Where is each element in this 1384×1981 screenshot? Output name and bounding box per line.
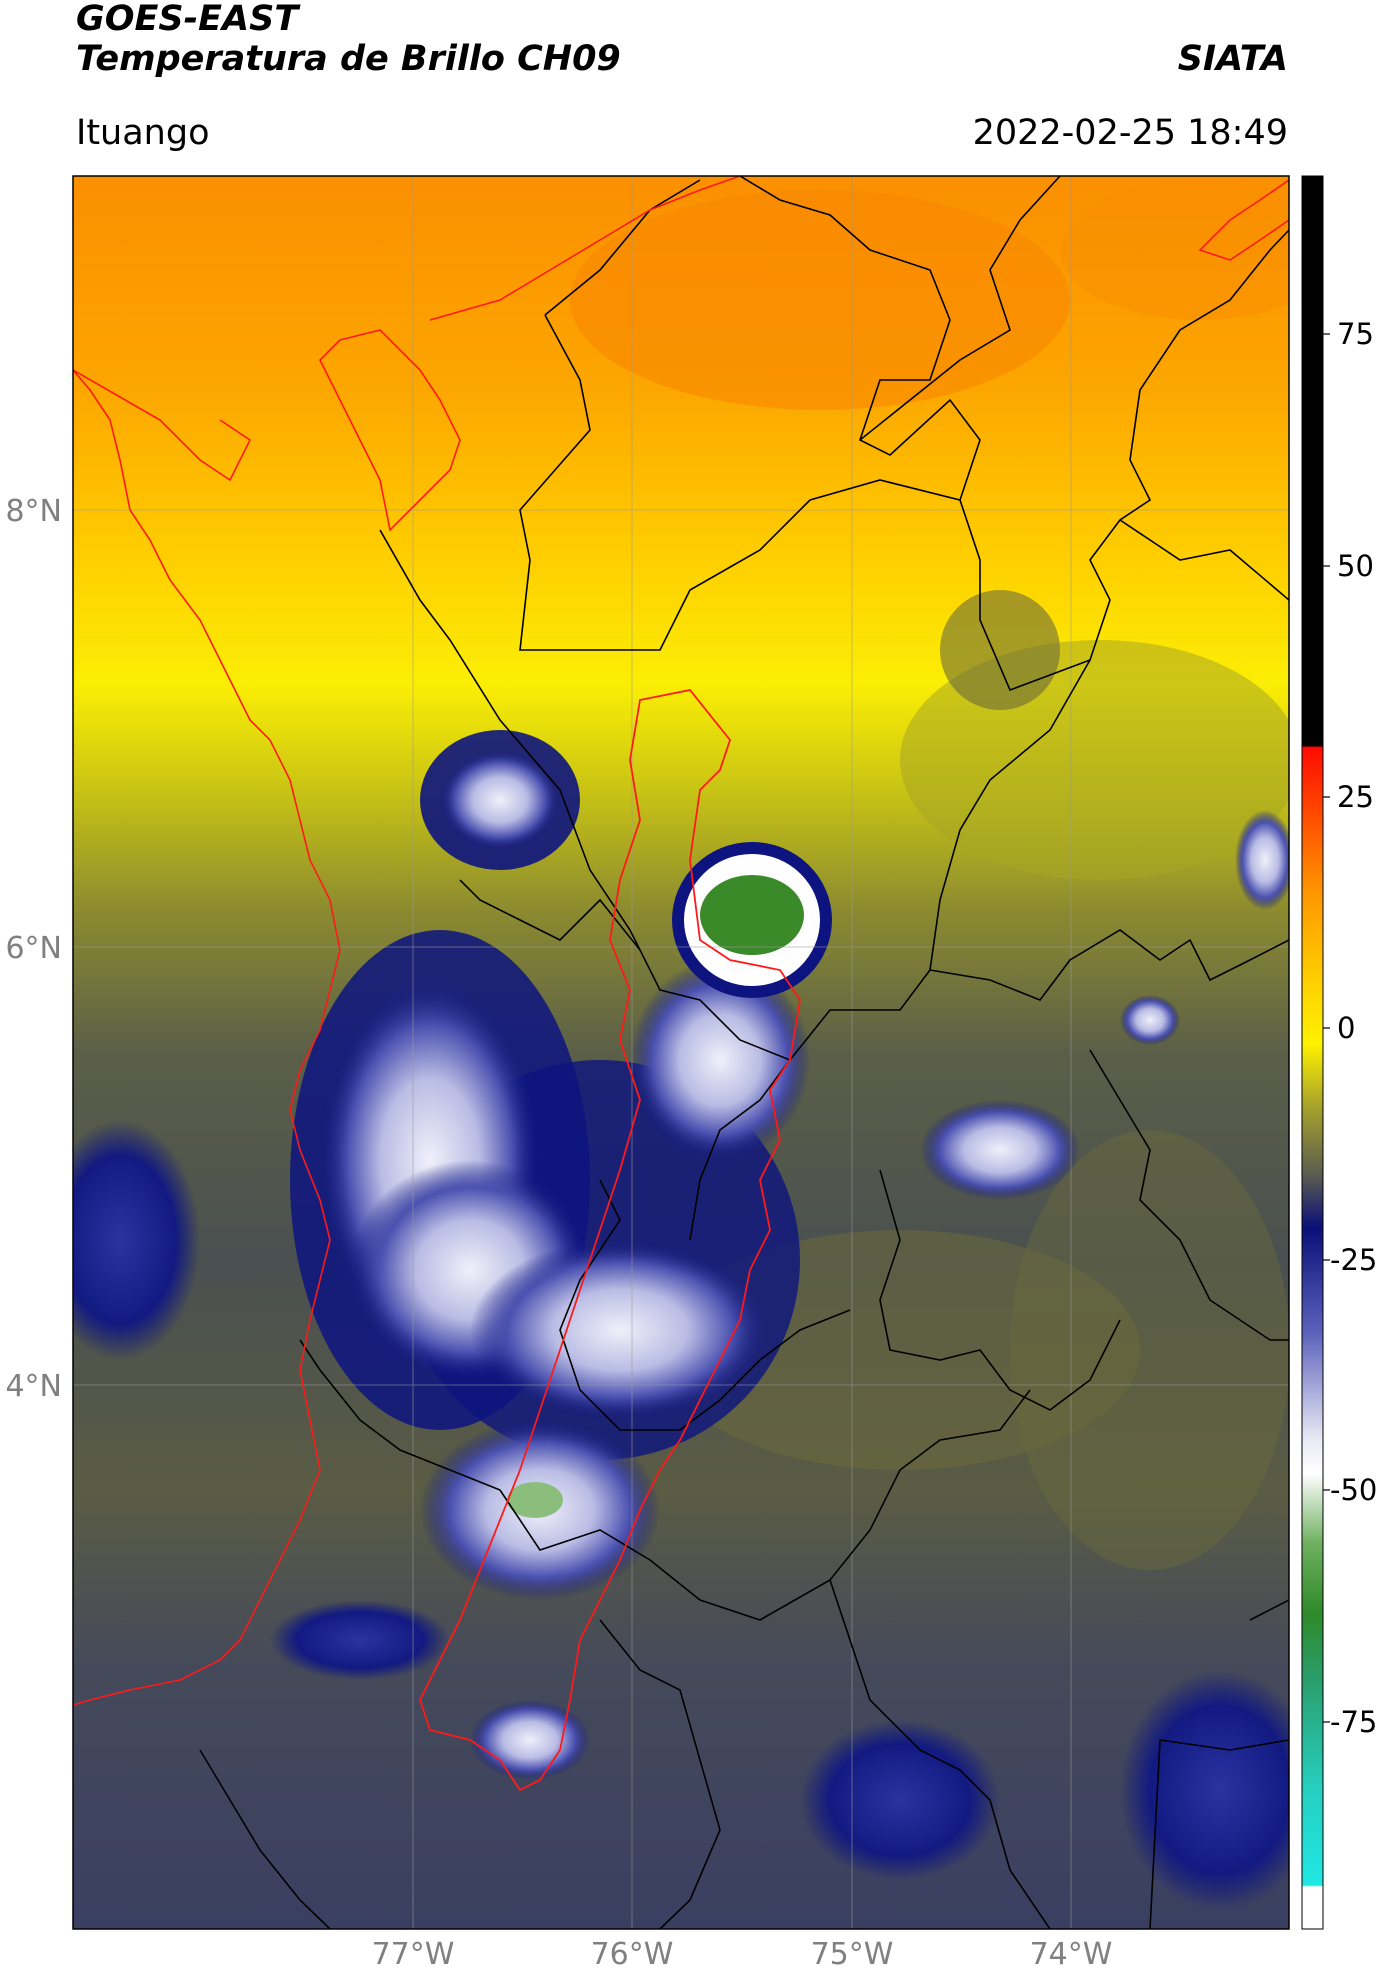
- cloud-core: [470, 1240, 770, 1420]
- product-title: Temperatura de Brillo CH09: [76, 39, 621, 79]
- colorbar-label: -75: [1330, 1705, 1377, 1739]
- cloud-cell: [270, 1600, 450, 1680]
- cloud-cell: [1235, 810, 1289, 910]
- cloud-core: [470, 1700, 590, 1780]
- colorbar-label: 75: [1337, 317, 1374, 351]
- lat-label: 8°N: [5, 494, 62, 529]
- cloud-core: [630, 960, 810, 1160]
- warm-area: [1060, 180, 1289, 320]
- cloud-cell: [1120, 995, 1180, 1045]
- datetime-label: 2022-02-25 18:49: [972, 113, 1288, 153]
- source-label: SIATA: [1177, 39, 1288, 79]
- lon-label: 76°W: [591, 1937, 674, 1972]
- cloud-cell: [940, 590, 1060, 710]
- location-label: Ituango: [76, 113, 210, 153]
- cloud-cell: [1120, 1670, 1289, 1910]
- colorbar-label: -25: [1330, 1243, 1377, 1277]
- lon-label: 77°W: [372, 1937, 455, 1972]
- olive-area: [1010, 1130, 1289, 1570]
- satellite-title: GOES-EAST: [76, 0, 299, 39]
- lon-label: 75°W: [811, 1937, 894, 1972]
- cloud-cell: [800, 1720, 1000, 1880]
- cold-top: [700, 875, 804, 955]
- colorbar-label: 25: [1337, 780, 1374, 814]
- colorbar: [1301, 175, 1324, 1930]
- gridlines: [73, 176, 1289, 1929]
- colorbar-ticks: [1323, 333, 1330, 1723]
- lat-label: 4°N: [5, 1369, 62, 1404]
- department-outline: [419, 689, 801, 1792]
- department-boundaries: [199, 176, 1289, 1929]
- coastline: [73, 176, 1289, 1706]
- cloud-cell: [440, 750, 560, 850]
- warm-area: [570, 190, 1070, 410]
- colorbar-label: 50: [1337, 549, 1374, 583]
- cold-top: [507, 1482, 563, 1518]
- lat-label: 6°N: [5, 931, 62, 966]
- cloud-cell: [920, 1100, 1080, 1200]
- colorbar-label: -50: [1330, 1473, 1377, 1507]
- colorbar-label: 0: [1337, 1011, 1355, 1045]
- lon-label: 74°W: [1030, 1937, 1113, 1972]
- map-frame: [72, 175, 1290, 1930]
- cloud-cell: [73, 1120, 200, 1360]
